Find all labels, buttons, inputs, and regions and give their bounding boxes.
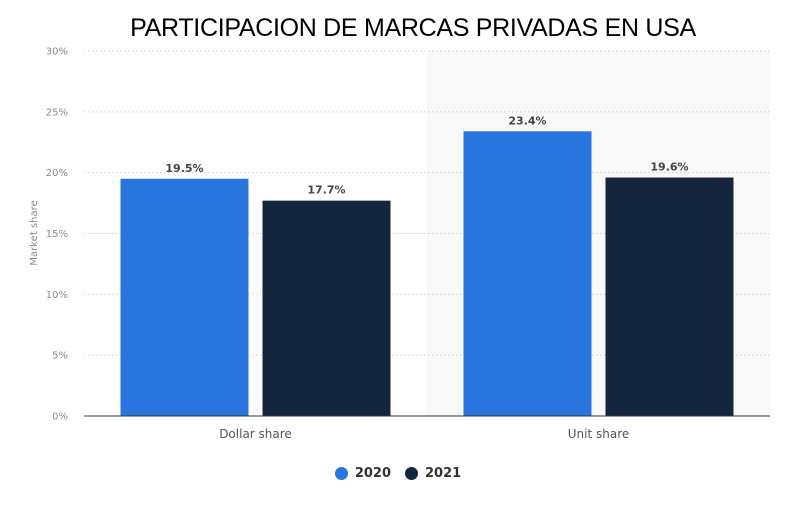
y-tick-label: 15%: [46, 229, 68, 240]
legend-item-2020[interactable]: 2020: [334, 466, 391, 481]
y-axis-title: Market share: [29, 200, 40, 265]
x-axis-categories: Dollar share Unit share: [219, 427, 629, 441]
legend-label: 2021: [425, 466, 462, 481]
legend-label: 2020: [354, 466, 391, 481]
y-tick-label: 30%: [46, 47, 68, 58]
data-label: 19.6%: [650, 161, 688, 174]
y-tick-label: 10%: [46, 290, 68, 301]
x-category-label: Unit share: [568, 427, 630, 441]
data-labels: 19.5% 17.7% 23.4% 19.6%: [165, 114, 688, 196]
y-tick-label: 5%: [52, 351, 68, 362]
bar-2021-0[interactable]: [262, 200, 391, 416]
legend-swatch: [405, 467, 418, 480]
bar-2020-0[interactable]: [120, 178, 249, 416]
y-tick-label: 0%: [52, 412, 68, 423]
data-label: 17.7%: [307, 184, 345, 197]
data-label: 19.5%: [165, 162, 203, 175]
y-tick-label: 25%: [46, 107, 68, 118]
chart-title: PARTICIPACION DE MARCAS PRIVADAS EN USA: [130, 14, 696, 42]
x-category-label: Dollar share: [219, 427, 292, 441]
legend: 2020 2021: [0, 466, 796, 481]
legend-item-2021[interactable]: 2021: [405, 466, 461, 481]
bars: [120, 131, 734, 417]
bar-2021-1[interactable]: [605, 177, 734, 416]
bar-2020-1[interactable]: [463, 131, 592, 417]
y-tick-label: 20%: [46, 168, 68, 179]
y-axis-ticks: 0% 5% 10% 15% 20% 25% 30%: [46, 47, 68, 423]
data-label: 23.4%: [508, 114, 546, 127]
legend-swatch: [334, 467, 348, 480]
